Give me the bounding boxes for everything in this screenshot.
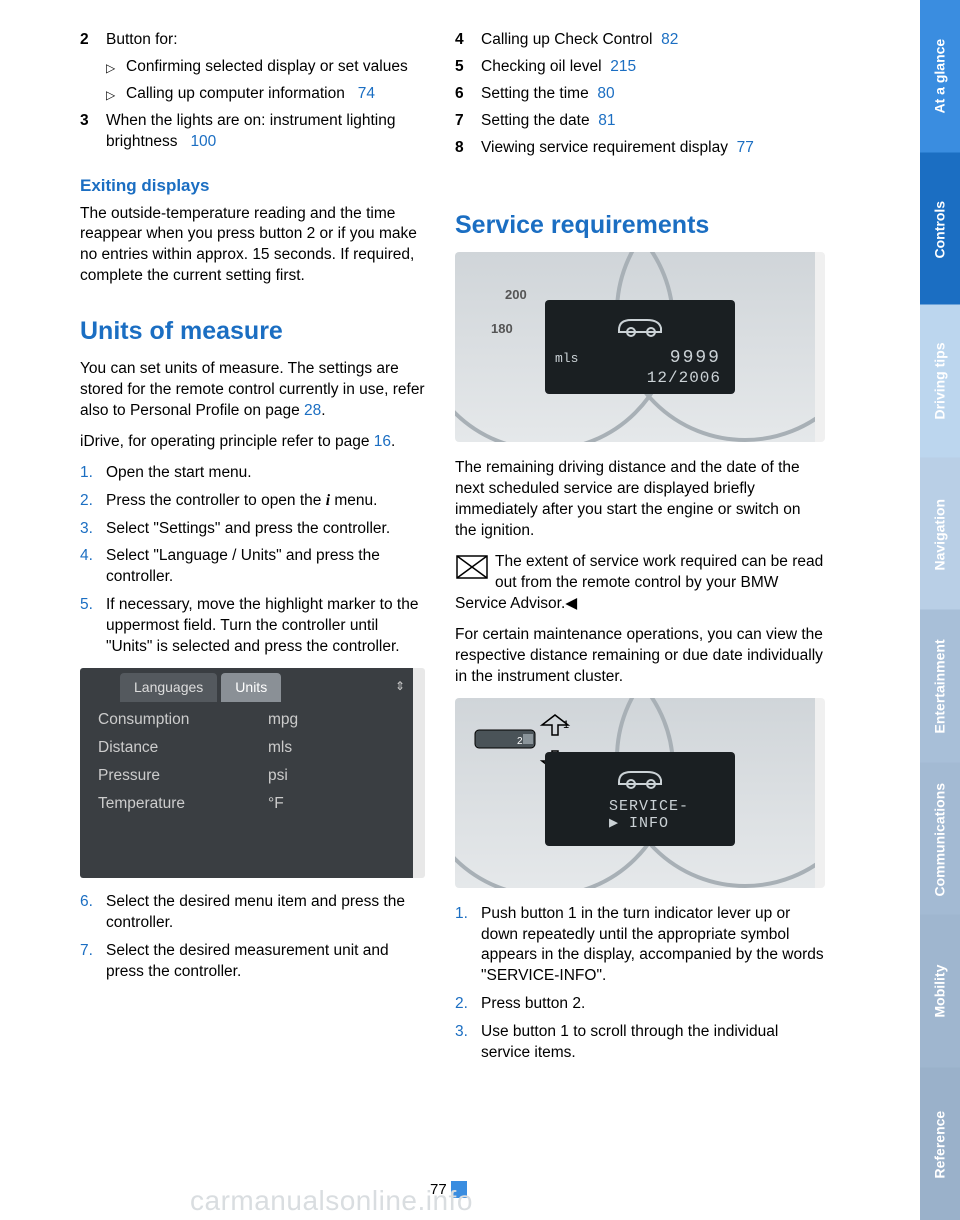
scroll-indicator-icon: ⇕ [395,678,405,694]
paragraph: iDrive, for operating principle refer to… [80,432,425,453]
tab-units: Units [221,673,281,702]
paragraph: For certain maintenance operations, you … [455,625,825,688]
sub-item: ▷ Calling up computer information 74 [106,84,425,105]
table-row: Temperature°F [98,794,395,815]
list-item-2: 2 Button for: [80,30,425,51]
car-icon [613,310,667,338]
step-4: 4.Select "Language / Units" and press th… [80,546,425,588]
page-ref: 28 [304,402,321,419]
step-7: 7.Select the desired measurement unit an… [80,941,425,983]
item-text: Button for: [106,30,425,51]
page-ref: 100 [190,133,216,150]
step-b2: 2.Press button 2. [455,994,825,1015]
page-ref: 74 [358,85,375,102]
sub-text: Calling up computer information 74 [126,84,425,105]
triangle-bullet-icon: ▷ [106,84,126,105]
service-info-label: SERVICE- ▶ INFO [609,798,689,833]
step-6: 6.Select the desired menu item and press… [80,892,425,934]
tab-entertainment[interactable]: Entertainment [920,610,960,763]
step-1: 1.Open the start menu. [80,463,425,484]
tab-at-a-glance[interactable]: At a glance [920,0,960,153]
tab-languages: Languages [120,673,217,702]
svg-text:1: 1 [563,719,569,731]
step-b3: 3.Use button 1 to scroll through the ind… [455,1022,825,1064]
cluster-image-2: 2 1 SERVICE- ▶ INFO [455,698,825,888]
paragraph: The outside-temperature reading and the … [80,204,425,288]
heading-exiting: Exiting displays [80,175,425,198]
step-2: 2.Press the controller to open the i men… [80,491,425,512]
units-screenshot: Languages Units ⇕ Consumptionmpg Distanc… [80,668,425,878]
step-5: 5.If necessary, move the highlight marke… [80,595,425,658]
step-3: 3.Select "Settings" and press the contro… [80,519,425,540]
list-item-3: 3 When the lights are on: instrument lig… [80,111,425,153]
page-ref: 80 [597,85,614,102]
table-row: Consumptionmpg [98,710,395,731]
watermark: carmanualsonline.info [190,1182,473,1220]
tab-navigation[interactable]: Navigation [920,458,960,611]
tab-controls[interactable]: Controls [920,153,960,306]
info-icon [455,552,493,582]
list-item-5: 5Checking oil level 215 [455,57,825,78]
page-ref: 215 [610,58,636,75]
car-icon [613,762,667,790]
side-tabs: At a glance Controls Driving tips Naviga… [920,0,960,1220]
distance-value: 9999 [670,346,721,370]
table-row: Distancemls [98,738,395,759]
tab-communications[interactable]: Communications [920,763,960,916]
paragraph: You can set units of measure. The settin… [80,359,425,422]
tab-reference[interactable]: Reference [920,1068,960,1220]
step-b1: 1.Push button 1 in the turn indicator le… [455,904,825,988]
page-ref: 81 [598,112,615,129]
tab-mobility[interactable]: Mobility [920,915,960,1068]
tab-driving-tips[interactable]: Driving tips [920,305,960,458]
sub-item: ▷ Confirming selected display or set val… [106,57,425,78]
page-ref: 82 [661,31,678,48]
item-text: When the lights are on: instrument light… [106,111,425,153]
dash-screen: SERVICE- ▶ INFO [545,752,735,846]
mls-label: mls [555,350,578,368]
left-column: 2 Button for: ▷ Confirming selected disp… [80,30,425,1071]
info-note: The extent of service work required can … [455,552,825,615]
cluster-image-1: 180 200 mls 9999 12/2006 [455,252,825,442]
paragraph: The remaining driving distance and the d… [455,458,825,542]
page-ref: 16 [374,433,391,450]
item-number: 3 [80,111,106,153]
list-item-7: 7Setting the date 81 [455,111,825,132]
list-item-4: 4Calling up Check Control 82 [455,30,825,51]
list-item-6: 6Setting the time 80 [455,84,825,105]
sub-text: Confirming selected display or set value… [126,57,425,78]
page-ref: 77 [737,139,754,156]
table-row: Pressurepsi [98,766,395,787]
heading-units: Units of measure [80,315,425,349]
right-column: 4Calling up Check Control 82 5Checking o… [455,30,825,1071]
item-number: 2 [80,30,106,51]
triangle-bullet-icon: ▷ [106,57,126,78]
heading-service: Service requirements [455,209,825,243]
svg-text:2: 2 [517,736,523,747]
date-value: 12/2006 [647,368,721,390]
list-item-8: 8Viewing service requirement display 77 [455,138,825,159]
dash-screen: mls 9999 12/2006 [545,300,735,394]
